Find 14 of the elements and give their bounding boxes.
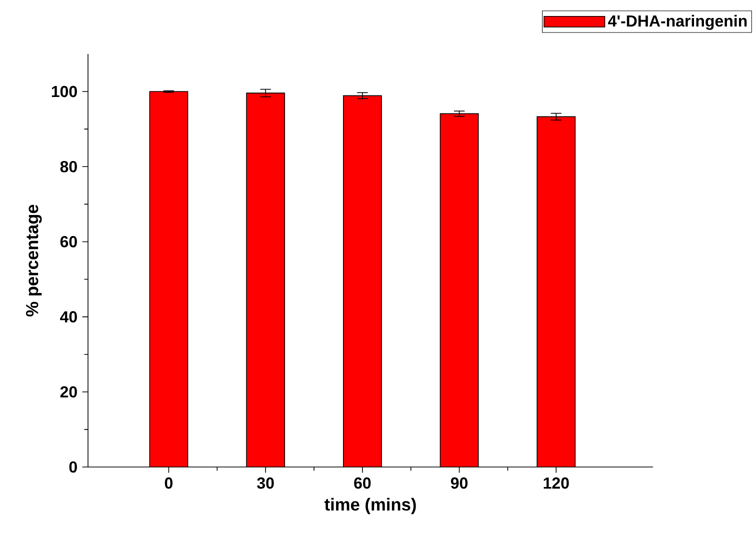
x-tick-label: 60 — [354, 477, 371, 489]
x-tick-label: 90 — [450, 477, 468, 489]
y-tick-label: 100 — [52, 86, 77, 98]
x-axis-title: time (mins) — [324, 498, 416, 514]
y-axis-title: % percentage — [26, 204, 42, 316]
y-tick-label: 20 — [60, 386, 77, 398]
y-tick-label: 40 — [60, 311, 77, 322]
y-tick-label: 80 — [60, 160, 77, 172]
x-tick-label: 30 — [257, 477, 274, 489]
legend-label: 4'-DHA-naringenin — [608, 14, 747, 30]
y-tick-label: 60 — [60, 236, 77, 248]
y-tick-label: 0 — [69, 461, 77, 473]
x-tick-label: 0 — [164, 477, 173, 489]
x-tick-label: 120 — [544, 477, 569, 489]
